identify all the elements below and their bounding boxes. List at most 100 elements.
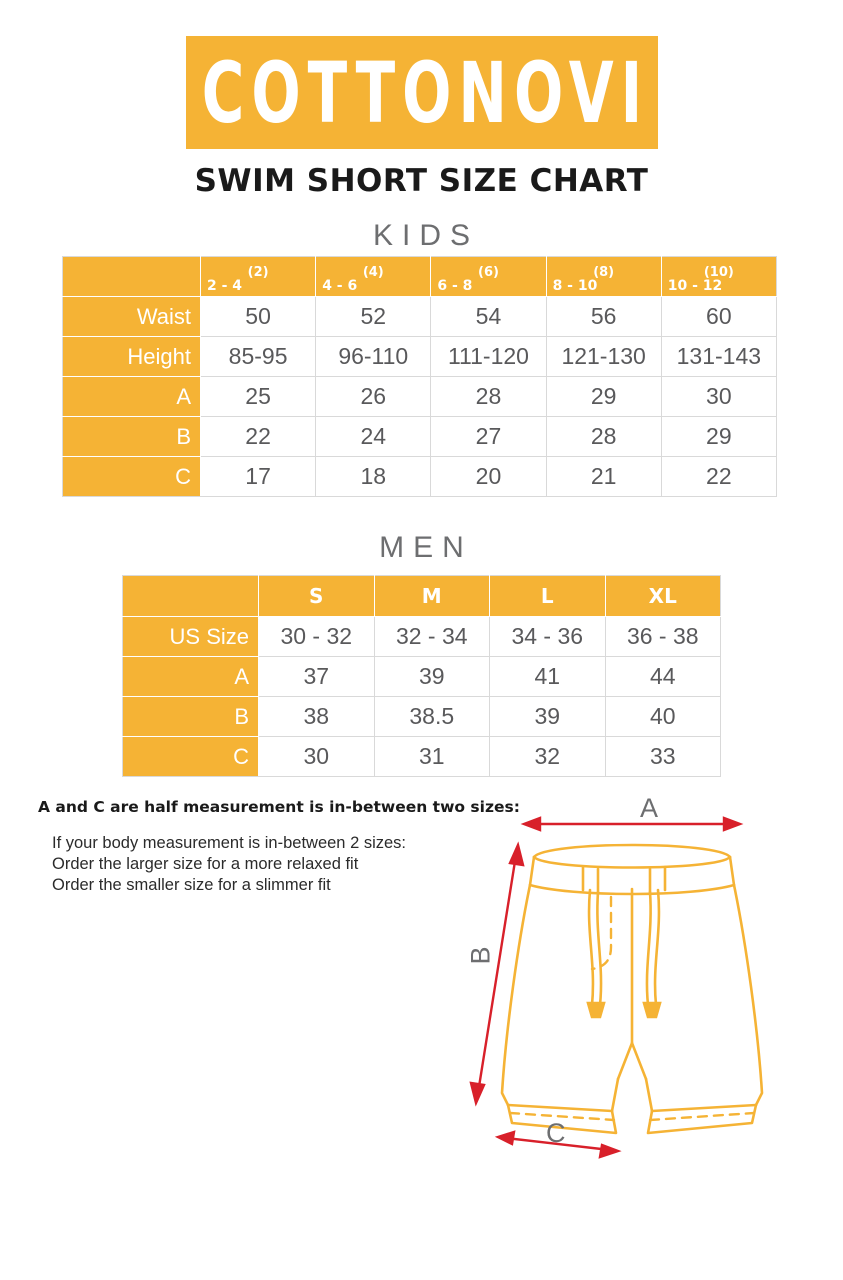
row-label: B [62, 416, 201, 457]
table-cell: 36 - 38 [604, 616, 721, 657]
table-cell: 39 [373, 656, 490, 697]
table-row: Waist 50 52 54 56 60 [62, 296, 777, 337]
table-corner-cell [62, 256, 201, 297]
column-header: (10) 10 - 12 [660, 256, 777, 297]
dimension-label-a: A [640, 793, 659, 823]
row-label: C [122, 736, 259, 777]
arrow-c-head-left [494, 1130, 516, 1146]
row-label: Waist [62, 296, 201, 337]
column-header: (6) 6 - 8 [430, 256, 547, 297]
drawstring-aglet [586, 1001, 662, 1019]
dimension-label-b: B [465, 946, 496, 965]
table-cell: 22 [660, 456, 777, 497]
column-header-label: L [540, 584, 554, 608]
table-cell: 30 - 32 [258, 616, 375, 657]
column-header-range: 10 - 12 [667, 278, 723, 295]
measurement-arrows [469, 816, 744, 1159]
column-header-code: (8) [593, 264, 615, 280]
table-cell: 25 [199, 376, 317, 417]
table-cell: 28 [545, 416, 662, 457]
table-cell: 131-143 [660, 336, 777, 377]
table-row: B 22 24 27 28 29 [62, 416, 777, 457]
section-title-kids: KIDS [372, 219, 480, 252]
table-cell: 32 - 34 [373, 616, 490, 657]
table-header-row: (2) 2 - 4 (4) 4 - 6 (6) 6 - 8 (8) [62, 256, 777, 297]
arrow-a-head-left [520, 816, 542, 832]
table-cell: 33 [604, 736, 721, 777]
notes-line: Order the smaller size for a slimmer fit [52, 876, 331, 894]
notes-line: If your body measurement is in-between 2… [52, 834, 407, 852]
table-cell: 30 [258, 736, 375, 777]
column-header: (8) 8 - 10 [545, 256, 662, 297]
column-header: XL [604, 575, 721, 617]
table-cell: 31 [373, 736, 490, 777]
table-row: C 17 18 20 21 22 [62, 456, 777, 497]
table-header-row: S M L XL [122, 575, 721, 617]
table-cell: 27 [430, 416, 547, 457]
table-cell: 17 [199, 456, 317, 497]
table-cell: 44 [604, 656, 721, 697]
table-cell: 38.5 [373, 696, 490, 737]
arrow-b-head-top [508, 841, 525, 867]
arrow-c-head-right [598, 1143, 622, 1159]
table-cell: 32 [489, 736, 606, 777]
table-cell: 30 [660, 376, 777, 417]
table-cell: 60 [660, 296, 777, 337]
arrow-b-head-bottom [469, 1081, 486, 1107]
column-header-label: M [421, 584, 442, 608]
column-header: S [258, 575, 375, 617]
table-row: A 37 39 41 44 [122, 656, 721, 697]
row-label: A [122, 656, 259, 697]
table-cell: 26 [315, 376, 432, 417]
table-cell: 18 [315, 456, 432, 497]
column-header-label: XL [648, 584, 677, 608]
table-cell: 28 [430, 376, 547, 417]
column-header-range: 2 - 4 [207, 278, 243, 295]
row-label: Height [62, 336, 201, 377]
arrow-a-head-right [722, 816, 744, 832]
column-header: (2) 2 - 4 [199, 256, 317, 297]
table-cell: 21 [545, 456, 662, 497]
table-cell: 38 [258, 696, 375, 737]
table-cell: 54 [430, 296, 547, 337]
column-header-code: (4) [362, 264, 384, 280]
table-corner-cell [122, 575, 259, 617]
table-cell: 37 [258, 656, 375, 697]
column-header-range: 8 - 10 [552, 278, 598, 295]
table-cell: 20 [430, 456, 547, 497]
table-cell: 52 [315, 296, 432, 337]
row-label: A [62, 376, 201, 417]
column-header-code: (2) [247, 264, 269, 280]
column-header-range: 6 - 8 [437, 278, 473, 295]
table-row: C 30 31 32 33 [122, 736, 721, 777]
table-cell: 29 [545, 376, 662, 417]
notes-body: If your body measurement is in-between 2… [52, 833, 406, 896]
shorts-diagram [469, 816, 764, 1159]
table-cell: 96-110 [315, 336, 432, 377]
dimension-label-c: C [546, 1118, 566, 1148]
table-cell: 22 [199, 416, 317, 457]
column-header: (4) 4 - 6 [315, 256, 432, 297]
column-header-range: 4 - 6 [322, 278, 358, 295]
table-row: Height 85-95 96-110 111-120 121-130 131-… [62, 336, 777, 377]
table-row: A 25 26 28 29 30 [62, 376, 777, 417]
shorts-outline [500, 843, 764, 1135]
table-cell: 29 [660, 416, 777, 457]
notes-heading: A and C are half measurement is in-betwe… [38, 798, 520, 816]
table-cell: 41 [489, 656, 606, 697]
column-header-code: (10) [703, 264, 734, 280]
brand-banner: COTTONOVI [186, 36, 658, 149]
men-size-table: S M L XL US Size 30 - 32 32 - 34 34 - 36… [122, 575, 721, 777]
table-cell: 56 [545, 296, 662, 337]
table-row: US Size 30 - 32 32 - 34 34 - 36 36 - 38 [122, 616, 721, 657]
brand-name: COTTONOVI [201, 43, 650, 142]
column-header: L [489, 575, 606, 617]
column-header-code: (6) [478, 264, 499, 280]
table-row: B 38 38.5 39 40 [122, 696, 721, 737]
row-label: B [122, 696, 259, 737]
kids-size-table: (2) 2 - 4 (4) 4 - 6 (6) 6 - 8 (8) [62, 256, 777, 497]
page-title: SWIM SHORT SIZE CHART [194, 163, 649, 199]
arrow-c-line [505, 1136, 611, 1152]
arrow-b-line [476, 854, 518, 1094]
table-cell: 34 - 36 [489, 616, 606, 657]
